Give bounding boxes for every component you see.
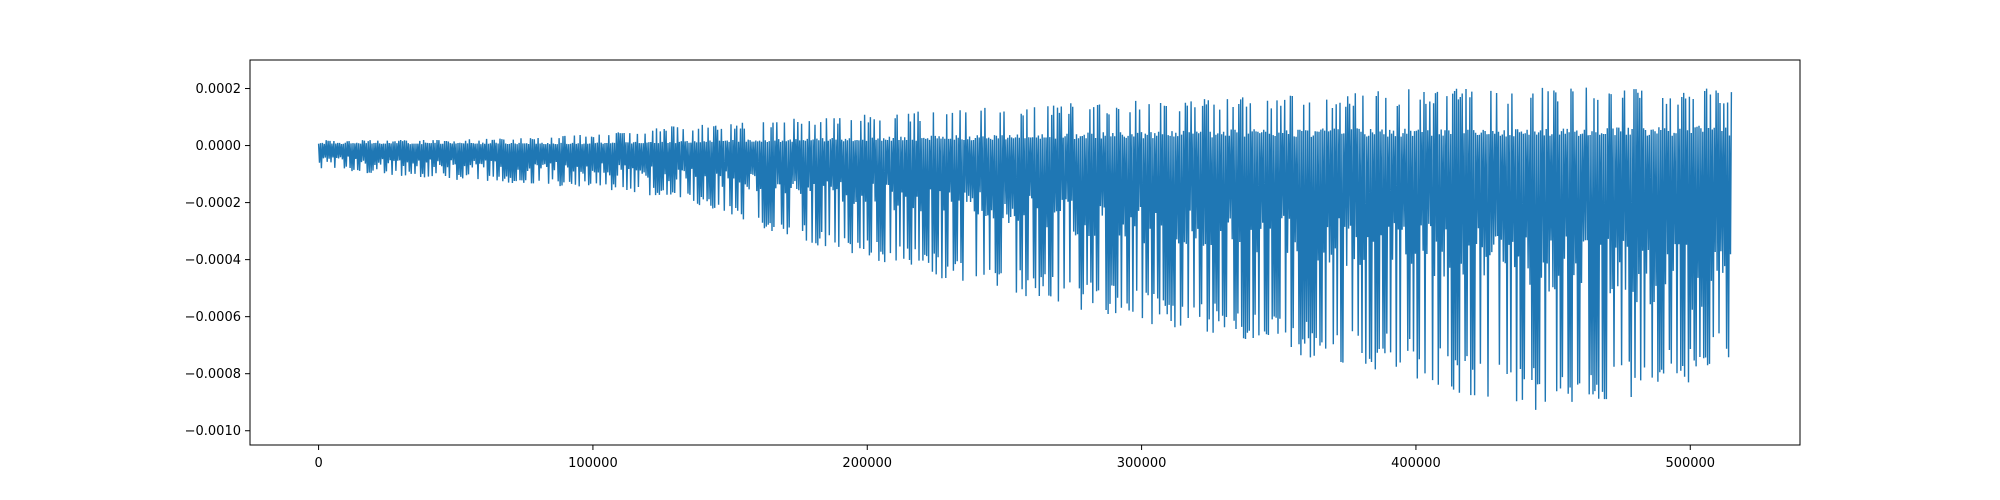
y-tick-label: −0.0006 (185, 310, 241, 325)
y-tick-label: −0.0010 (185, 424, 241, 439)
series-layer (317, 87, 1733, 410)
x-tick-label: 0 (314, 456, 322, 471)
x-tick-label: 200000 (842, 456, 892, 471)
x-tick-label: 300000 (1117, 456, 1167, 471)
series-line-0 (317, 87, 1733, 410)
y-tick-label: −0.0002 (185, 196, 241, 211)
y-tick-label: −0.0004 (185, 253, 241, 268)
axes-frame (249, 59, 1801, 446)
y-tick-label: 0.0002 (196, 82, 242, 97)
y-tick-label: −0.0008 (185, 367, 241, 382)
x-tick-label: 400000 (1391, 456, 1441, 471)
y-tick-label: 0.0000 (196, 139, 242, 154)
x-tick-label: 100000 (568, 456, 618, 471)
y-axis: 0.0002 0.0000 −0.0002 −0.0004 −0.0006 −0.0008… (185, 82, 250, 439)
x-axis: 0 100000 200000 300000 400000 500000 (314, 445, 1715, 471)
x-tick-label: 500000 (1665, 456, 1715, 471)
